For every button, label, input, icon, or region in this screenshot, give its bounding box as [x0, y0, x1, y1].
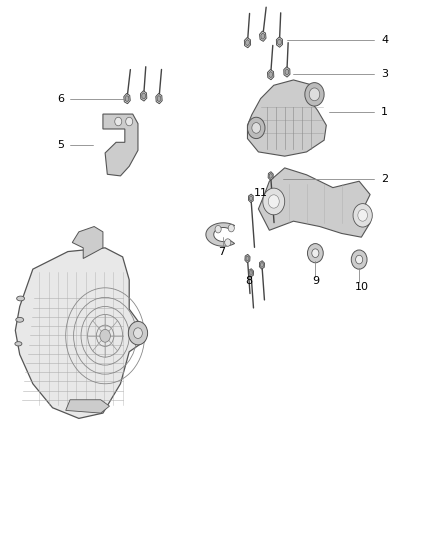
Circle shape: [100, 329, 110, 342]
Circle shape: [307, 244, 323, 263]
Circle shape: [358, 209, 367, 221]
Polygon shape: [258, 168, 370, 237]
Polygon shape: [103, 114, 138, 176]
Text: 8: 8: [245, 276, 252, 286]
Polygon shape: [15, 248, 145, 418]
Polygon shape: [268, 172, 273, 180]
Circle shape: [215, 225, 221, 233]
Polygon shape: [247, 80, 326, 156]
Circle shape: [312, 249, 319, 257]
Polygon shape: [278, 39, 281, 45]
Text: 1: 1: [381, 107, 388, 117]
Circle shape: [356, 255, 363, 264]
Circle shape: [228, 224, 234, 232]
Circle shape: [353, 204, 372, 227]
Polygon shape: [245, 254, 250, 263]
Circle shape: [126, 117, 133, 126]
Text: 7: 7: [218, 247, 225, 257]
Ellipse shape: [15, 342, 22, 346]
Polygon shape: [259, 261, 265, 269]
Polygon shape: [285, 69, 289, 75]
Polygon shape: [268, 69, 274, 80]
Ellipse shape: [16, 317, 24, 322]
Circle shape: [309, 88, 320, 101]
Polygon shape: [260, 262, 264, 268]
Text: 5: 5: [57, 140, 64, 150]
Polygon shape: [142, 93, 145, 99]
Polygon shape: [244, 37, 251, 48]
Polygon shape: [246, 256, 249, 261]
Text: 3: 3: [381, 69, 388, 78]
Circle shape: [225, 239, 231, 246]
Circle shape: [134, 328, 142, 338]
Polygon shape: [157, 95, 161, 102]
Polygon shape: [260, 31, 266, 42]
Polygon shape: [156, 93, 162, 104]
Circle shape: [115, 117, 122, 126]
Ellipse shape: [17, 296, 25, 301]
Polygon shape: [261, 33, 265, 39]
Polygon shape: [284, 67, 290, 77]
Polygon shape: [269, 71, 272, 78]
Circle shape: [252, 123, 261, 133]
Polygon shape: [206, 223, 235, 246]
Text: 2: 2: [381, 174, 388, 183]
Polygon shape: [72, 227, 103, 259]
Text: 4: 4: [381, 35, 388, 45]
Text: 11: 11: [254, 188, 268, 198]
Circle shape: [351, 250, 367, 269]
Polygon shape: [249, 196, 253, 201]
Circle shape: [247, 117, 265, 139]
Polygon shape: [269, 173, 272, 179]
Polygon shape: [276, 37, 283, 47]
Circle shape: [268, 195, 279, 208]
Polygon shape: [141, 91, 147, 101]
Circle shape: [128, 321, 148, 345]
Circle shape: [263, 188, 285, 215]
Text: 6: 6: [57, 94, 64, 103]
Polygon shape: [125, 95, 129, 102]
Text: 10: 10: [355, 282, 369, 292]
Polygon shape: [248, 194, 254, 203]
Text: 9: 9: [312, 276, 319, 286]
Circle shape: [305, 83, 324, 106]
Polygon shape: [66, 400, 110, 413]
Polygon shape: [249, 270, 253, 276]
Polygon shape: [246, 39, 249, 46]
Polygon shape: [124, 93, 130, 104]
Polygon shape: [248, 269, 254, 277]
